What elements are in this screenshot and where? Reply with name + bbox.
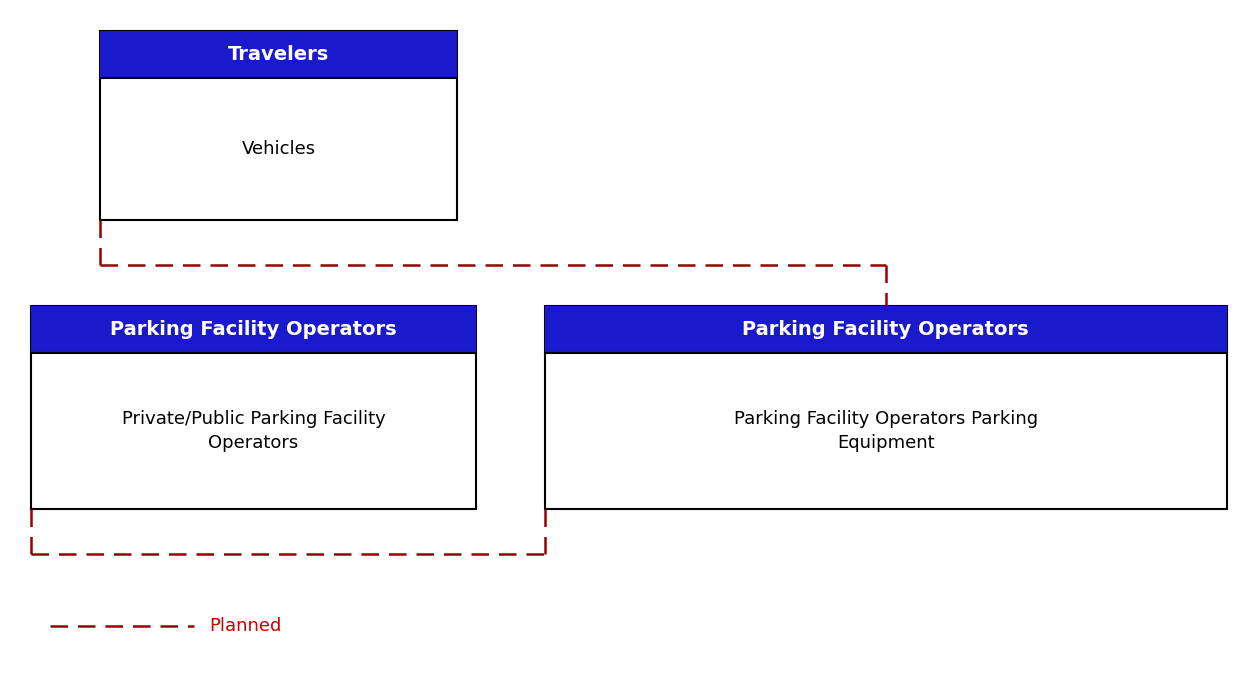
Bar bbox=[545, 306, 1227, 353]
Text: Private/Public Parking Facility
Operators: Private/Public Parking Facility Operator… bbox=[121, 410, 386, 452]
Text: Parking Facility Operators Parking
Equipment: Parking Facility Operators Parking Equip… bbox=[734, 410, 1038, 452]
Text: Planned: Planned bbox=[209, 617, 282, 635]
Text: Travelers: Travelers bbox=[228, 45, 329, 64]
Text: Vehicles: Vehicles bbox=[242, 140, 316, 158]
Text: Parking Facility Operators: Parking Facility Operators bbox=[110, 320, 397, 339]
Text: Parking Facility Operators: Parking Facility Operators bbox=[742, 320, 1029, 339]
Bar bbox=[100, 31, 457, 220]
Bar bbox=[31, 306, 476, 509]
Bar bbox=[100, 31, 457, 78]
Bar bbox=[545, 306, 1227, 509]
Bar bbox=[31, 306, 476, 353]
